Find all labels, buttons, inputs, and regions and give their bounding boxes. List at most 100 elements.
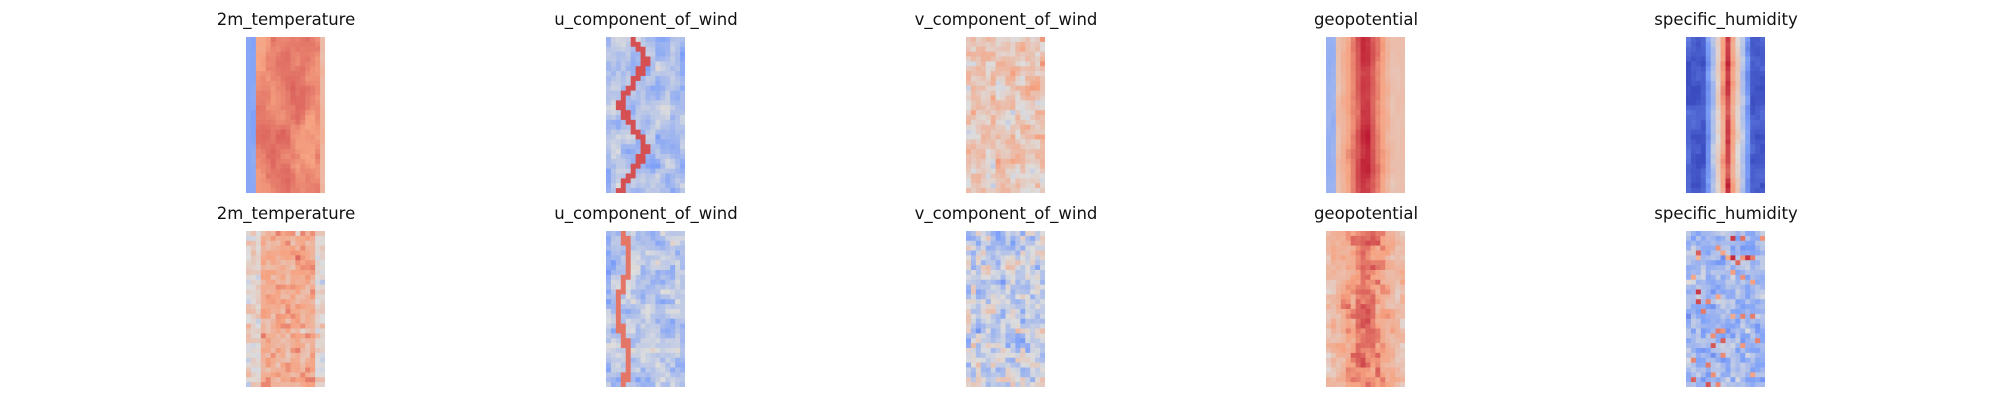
heatmap-cell xyxy=(1326,173,1332,179)
heatmap-cell xyxy=(1700,318,1707,325)
heatmap-cell xyxy=(1015,149,1021,155)
heatmap-cell xyxy=(630,245,637,251)
heatmap-cell xyxy=(665,235,671,242)
heatmap-cell xyxy=(1715,51,1721,57)
heatmap-cell xyxy=(320,260,325,266)
heatmap-cell xyxy=(1020,294,1026,300)
heatmap-cell xyxy=(1370,85,1376,92)
heatmap-cell xyxy=(665,362,671,368)
heatmap-cell xyxy=(1390,61,1396,67)
heatmap-cell xyxy=(610,270,617,276)
heatmap-cell xyxy=(1040,309,1045,315)
heatmap-cell xyxy=(1400,51,1405,57)
heatmap-cell xyxy=(1740,299,1746,305)
heatmap-cell xyxy=(1005,158,1011,165)
heatmap-cell xyxy=(270,188,277,193)
heatmap-cell xyxy=(1015,343,1021,349)
heatmap-cell xyxy=(1686,178,1692,184)
heatmap-cell xyxy=(1010,304,1016,310)
heatmap-cell xyxy=(1705,51,1712,57)
heatmap-cell xyxy=(295,46,301,53)
heatmap-cell xyxy=(1380,382,1386,387)
heatmap-cell xyxy=(670,377,676,383)
heatmap-cell xyxy=(1395,80,1401,87)
heatmap-cell xyxy=(1015,119,1021,126)
heatmap-cell xyxy=(1340,85,1347,92)
heatmap-cell xyxy=(1040,270,1045,276)
heatmap-cell xyxy=(270,299,277,305)
heatmap-cell xyxy=(1700,168,1707,174)
heatmap-cell xyxy=(966,119,972,126)
heatmap-cell xyxy=(1030,289,1036,295)
heatmap-cell xyxy=(1385,129,1391,135)
heatmap-cell xyxy=(255,260,262,266)
heatmap-cell xyxy=(1735,309,1741,315)
heatmap-cell xyxy=(615,139,622,145)
heatmap-cell xyxy=(265,124,272,131)
heatmap-cell xyxy=(675,328,681,334)
heatmap-cell xyxy=(260,372,267,378)
heatmap-cell xyxy=(275,100,281,106)
heatmap-cell xyxy=(1380,323,1386,329)
heatmap-cell xyxy=(1020,110,1026,116)
heatmap-cell xyxy=(1000,318,1006,325)
heatmap-cell xyxy=(1740,119,1746,126)
heatmap-cell xyxy=(1715,66,1721,72)
heatmap-cell xyxy=(1755,188,1761,193)
heatmap-cell xyxy=(625,149,632,155)
heatmap-image xyxy=(606,231,685,387)
heatmap-cell xyxy=(625,318,632,325)
heatmap-cell xyxy=(1686,265,1692,271)
heatmap-cell xyxy=(675,352,681,359)
heatmap-cell xyxy=(675,124,681,131)
heatmap-cell xyxy=(675,149,681,155)
heatmap-cell xyxy=(680,85,685,92)
heatmap-cell xyxy=(1735,168,1741,174)
heatmap-cell xyxy=(255,129,262,135)
heatmap-cell xyxy=(620,372,627,378)
heatmap-cell xyxy=(1380,240,1386,247)
heatmap-cell xyxy=(1030,80,1036,87)
heatmap-cell xyxy=(295,129,301,135)
heatmap-cell xyxy=(620,309,627,315)
heatmap-cell xyxy=(1370,139,1376,145)
heatmap-cell xyxy=(1370,377,1376,383)
heatmap-cell xyxy=(1350,245,1357,251)
heatmap-cell xyxy=(1395,250,1401,256)
heatmap-cell xyxy=(990,163,997,170)
heatmap-cell xyxy=(1010,318,1016,325)
heatmap-cell xyxy=(1745,299,1751,305)
heatmap-cell xyxy=(985,352,992,359)
heatmap-cell xyxy=(285,318,291,325)
heatmap-cell xyxy=(985,129,992,135)
heatmap-cell xyxy=(975,105,982,111)
heatmap-cell xyxy=(270,105,277,111)
heatmap-cell xyxy=(640,250,646,256)
heatmap-cell xyxy=(1030,124,1036,131)
heatmap-cell xyxy=(1720,279,1726,286)
heatmap-cell xyxy=(320,235,325,242)
heatmap-cell xyxy=(1695,134,1702,140)
heatmap-cell xyxy=(1335,260,1342,266)
heatmap-cell xyxy=(1755,309,1761,315)
heatmap-cell xyxy=(1035,245,1041,251)
heatmap-cell xyxy=(985,377,992,383)
heatmap-cell xyxy=(310,343,316,349)
heatmap-cell xyxy=(1340,284,1347,290)
heatmap-cell xyxy=(310,328,316,334)
heatmap-cell xyxy=(980,144,987,150)
heatmap-cell xyxy=(1360,343,1366,349)
heatmap-cell xyxy=(1335,56,1342,62)
heatmap-cell xyxy=(1370,144,1376,150)
heatmap-cell xyxy=(640,51,646,57)
heatmap-cell xyxy=(1720,119,1726,126)
heatmap-cell xyxy=(295,163,301,170)
heatmap-cell xyxy=(650,124,656,131)
heatmap-cell xyxy=(620,95,627,101)
heatmap-cell xyxy=(1355,255,1361,261)
heatmap-cell xyxy=(300,245,306,251)
heatmap-cell xyxy=(320,115,325,121)
heatmap-cell xyxy=(265,183,272,189)
heatmap-cell xyxy=(675,289,681,295)
heatmap-cell xyxy=(660,274,666,281)
